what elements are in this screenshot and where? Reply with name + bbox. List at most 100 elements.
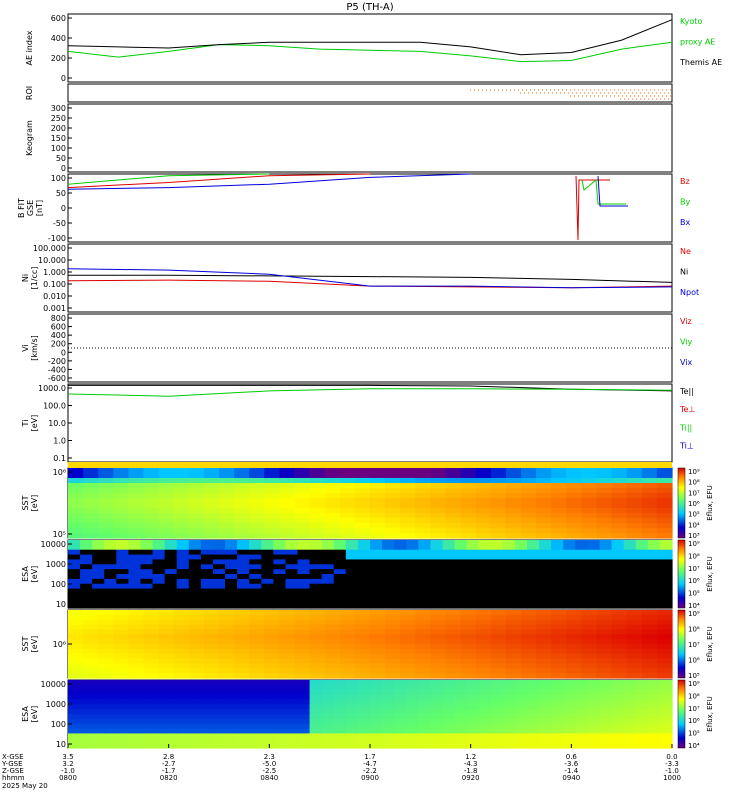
esa_i-bin [189,699,202,704]
esa_i-bin [394,690,407,695]
sst_e-bin [325,498,341,504]
sst_e-bin [581,513,597,519]
sst_i-bin [385,625,401,630]
sst_i-bin [174,654,190,659]
esa_i-bin [394,738,407,743]
sst_i-bin [446,615,462,620]
esa_e-bin [455,545,468,550]
sst_i-bin [430,659,446,664]
sst_e-bin [128,488,144,494]
colorbar-tick: 10⁸ [688,692,700,700]
esa_e-bin [442,598,455,603]
sst_e-bin [279,483,295,489]
colorbar-label: Eflux, EFU [706,556,714,591]
sst_e-bin [113,513,129,519]
esa_i-bin [563,699,576,704]
sst_e-bin [581,508,597,514]
esa_e-bin [334,593,347,598]
esa_e-bin [491,598,504,603]
sst_i-bin [234,625,250,630]
sst_e-bin [551,493,567,499]
legends: Kyotoproxy AEThemis AEBzByBxNeNiNpotVizV… [679,17,722,450]
esa_i-bin [322,724,335,729]
esa_i-bin [177,709,190,714]
sst_e-bin [325,518,341,524]
sst_e-bin [415,533,431,539]
sst_e-bin [189,513,205,519]
esa_i-bin [382,699,395,704]
esa_i-bin [600,729,613,734]
sst_e-bin [476,478,492,484]
esa_e-bin [394,603,407,608]
esa_i-bin [515,733,528,738]
sst_i-bin [446,620,462,625]
esa_i-bin [527,743,540,748]
sst_i-bin [355,639,371,644]
esa_e-bin [298,579,311,584]
sst_e-bin [144,493,160,499]
sst_i-bin [189,663,205,668]
sst_e-bin [68,473,84,479]
esa_e-bin [515,589,528,594]
esa_e-bin [527,584,540,589]
esa_i-bin [660,714,673,719]
y-axis-label: SST [21,495,30,510]
sst_i-bin [521,610,537,615]
esa_i-bin [539,719,552,724]
esa_e-bin [249,555,262,560]
sst_i-bin [536,668,552,673]
esa_i-bin [225,699,238,704]
sst_e-bin [113,493,129,499]
esa_i-bin [128,690,141,695]
sst_e-bin [370,488,386,494]
esa_e-bin [442,589,455,594]
sst_i-bin [627,649,643,654]
sst_e-bin [144,483,160,489]
sst_e-bin [370,513,386,519]
sst_i-bin [204,649,220,654]
esa_i-bin [346,714,359,719]
sst_e-bin [581,518,597,524]
esa_i-bin [261,695,274,700]
esa_e-bin [394,593,407,598]
sst_e-bin [68,508,84,514]
esa_e-bin [334,598,347,603]
sst_e-bin [551,498,567,504]
sst_i-bin [385,649,401,654]
esa_e-bin [479,579,492,584]
esa_i-bin [273,719,286,724]
y-tick-label: 0 [61,164,66,173]
esa_e-bin [467,598,480,603]
sst_e-bin [204,498,220,504]
sst_i-bin [536,620,552,625]
esa_i-bin [140,729,153,734]
sst_e-bin [325,508,341,514]
sst_e-bin [355,503,371,509]
esa_e-bin [358,550,371,555]
y-tick-label: -600 [48,374,66,383]
esa_e-bin [467,593,480,598]
esa_i-bin [382,685,395,690]
sst_i-bin [98,673,114,678]
sst_e-bin [597,528,613,534]
sst_i-bin [264,610,280,615]
esa_e-bin [394,555,407,560]
esa_i-bin [382,714,395,719]
esa_e-bin [334,584,347,589]
esa_i-bin [165,743,178,748]
sst_e-bin [566,478,582,484]
sst_e-bin [174,498,190,504]
esa_e-bin [237,540,250,545]
esa_i-bin [442,724,455,729]
esa_e-bin [358,564,371,569]
sst_e-bin [98,493,114,499]
esa_e-bin [104,540,117,545]
sst_i-bin [612,649,628,654]
sst_i-bin [355,659,371,664]
esa_i-bin [539,699,552,704]
esa_i-bin [298,680,311,685]
esa_i-bin [285,738,298,743]
esa_i-bin [406,709,419,714]
esa_e-bin [406,574,419,579]
sst_e-bin [249,478,265,484]
